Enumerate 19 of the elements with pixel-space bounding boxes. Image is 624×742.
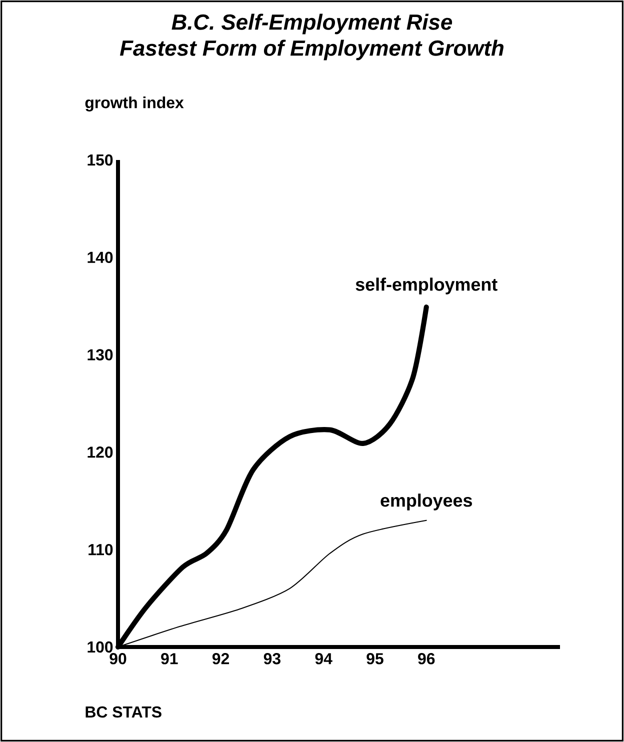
x-tick-label: 94 <box>315 653 332 664</box>
x-tick-label: 90 <box>110 653 126 664</box>
text: BC STATS <box>86 706 162 718</box>
x-tick-label: 92 <box>212 653 230 664</box>
y-tick-label: 140 <box>88 252 113 264</box>
y-tick-label: 100 <box>88 641 113 653</box>
chart-subtitle: Fastest Form of Employment Growth <box>120 40 504 60</box>
x-tick-label: 91 <box>161 653 178 664</box>
series-label: employees <box>380 494 472 510</box>
y-tick-label: 150 <box>88 154 113 166</box>
x-tick-label: 95 <box>366 653 384 664</box>
y-tick-label: 110 <box>88 544 113 556</box>
y-axis-title: growth index <box>85 96 184 112</box>
x-tick-label: 93 <box>264 653 280 664</box>
y-tick-label: 120 <box>88 446 113 458</box>
y-tick-label: 130 <box>88 349 113 360</box>
chart-title: B.C. Self-Employment Rise <box>172 14 452 34</box>
x-tick-label: 96 <box>418 653 435 664</box>
series-label: self-employment <box>356 278 498 294</box>
